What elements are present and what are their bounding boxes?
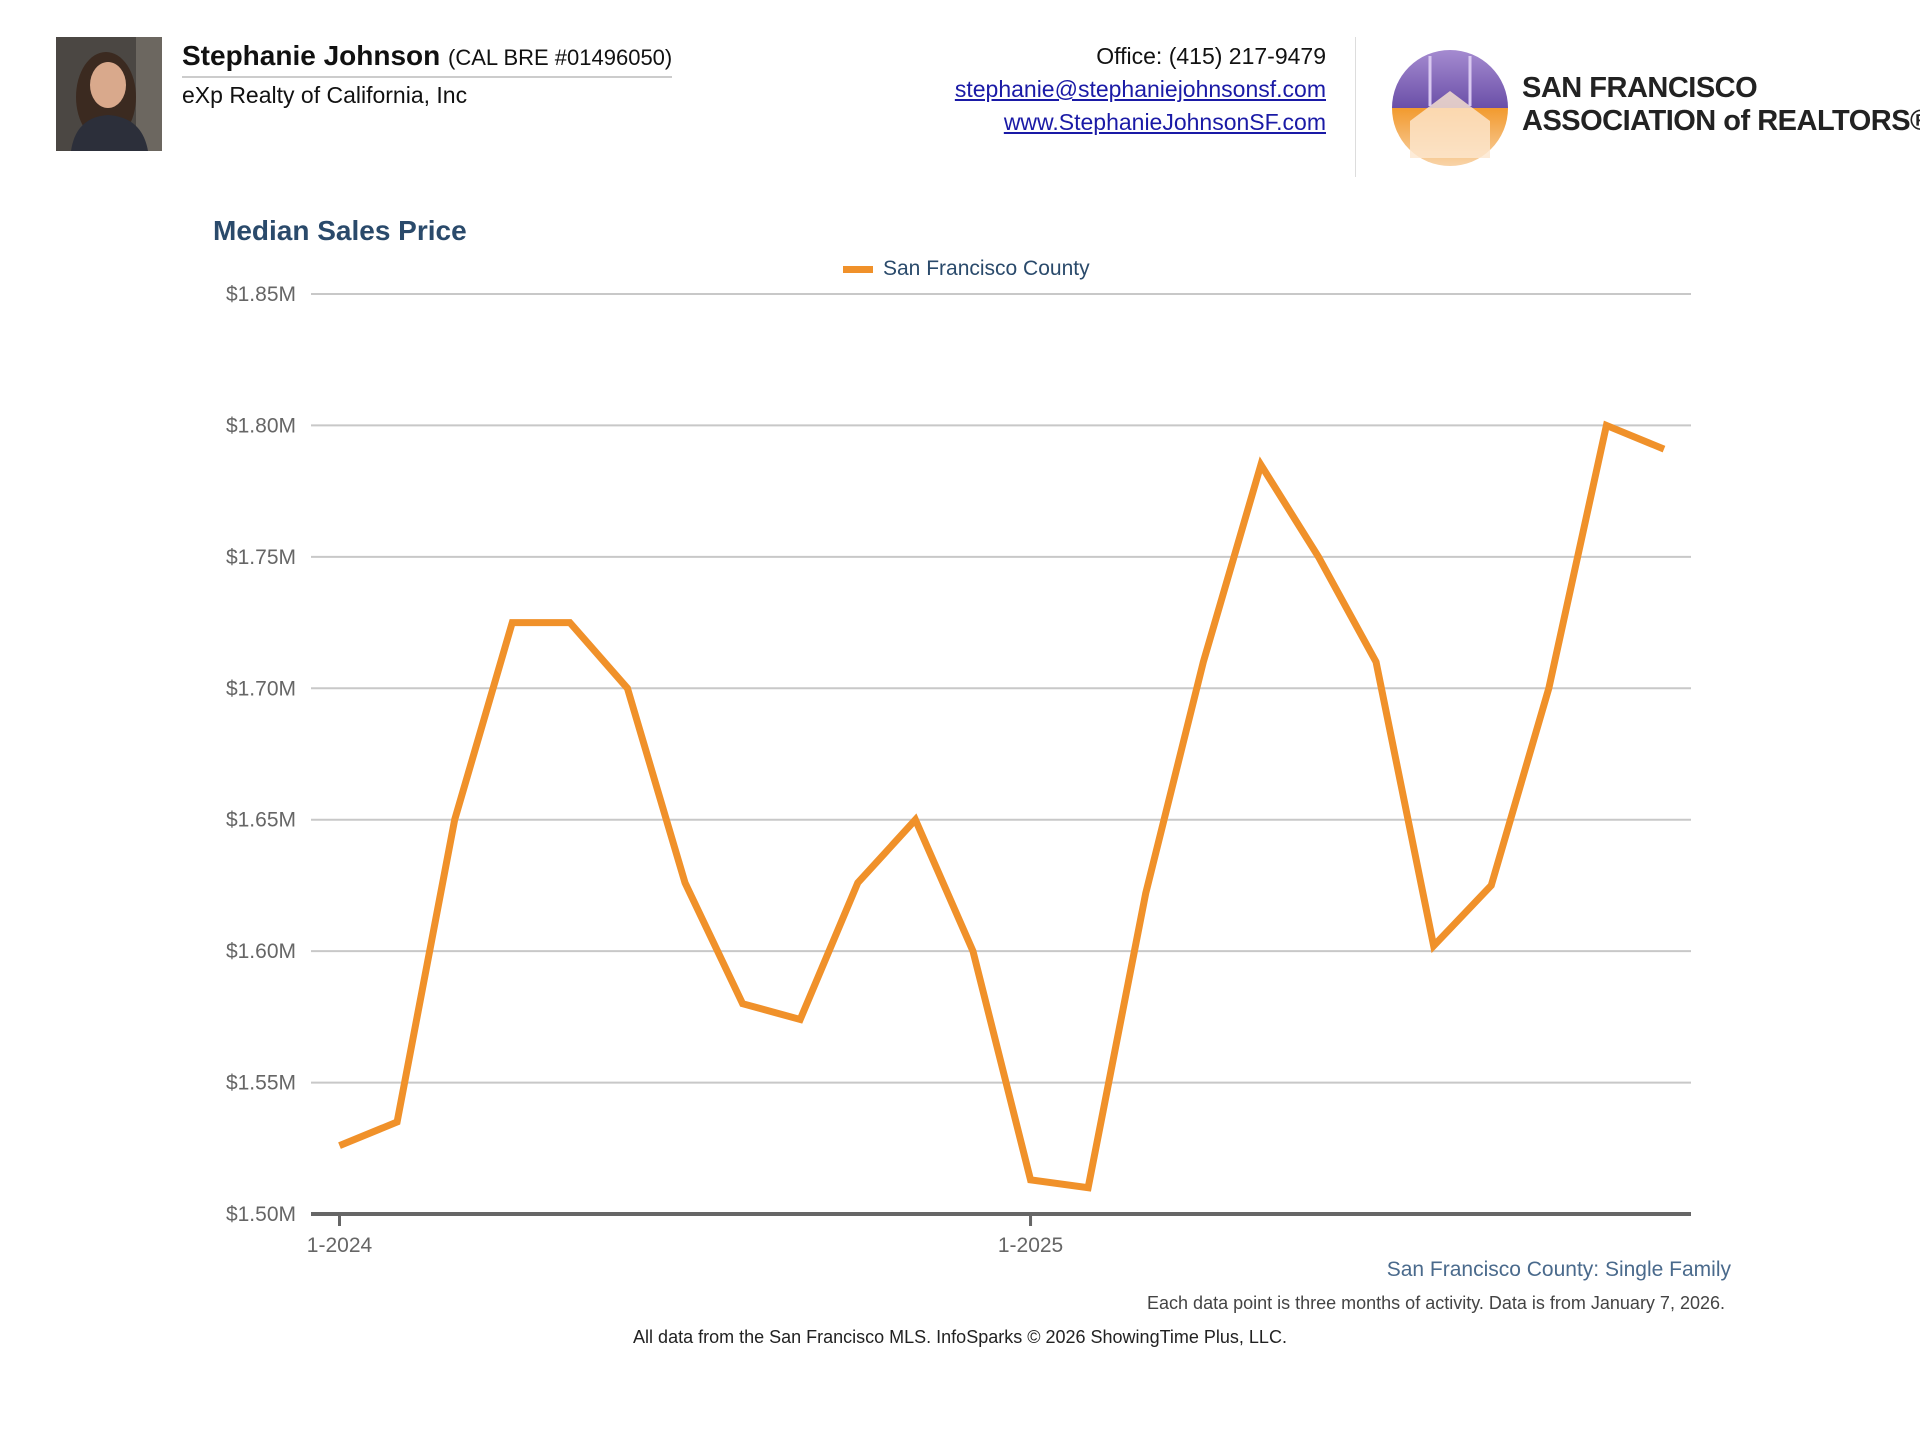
agent-name: Stephanie Johnson	[182, 40, 441, 71]
chart-subtitle: San Francisco County: Single Family	[1386, 1258, 1731, 1281]
line-chart: $1.50M $1.55M $1.60M $1.65M $1.70M $1.75M $1.8…	[226, 283, 1691, 1257]
x-tick-label: 1-2024	[307, 1234, 373, 1257]
legend-label: San Francisco County	[883, 257, 1090, 280]
y-tick-label: $1.80M	[226, 414, 296, 437]
y-tick-label: $1.60M	[226, 940, 296, 963]
sfar-logo-text: SAN FRANCISCO ASSOCIATION of REALTORS®	[1522, 72, 1920, 138]
office-phone: Office: (415) 217-9479	[1096, 43, 1326, 69]
y-tick-label: $1.50M	[226, 1203, 296, 1226]
logo-line-2: ASSOCIATION of REALTORS®	[1522, 105, 1920, 137]
x-tick-label: 1-2025	[998, 1234, 1063, 1257]
series-line	[338, 420, 1666, 1192]
chart-title: Median Sales Price	[213, 215, 467, 246]
sfar-logo-icon	[1392, 50, 1508, 166]
contact-info: Office: (415) 217-9479 stephanie@stephan…	[955, 40, 1326, 139]
email-link[interactable]: stephanie@stephaniejohnsonsf.com	[954, 76, 1326, 102]
company-name: eXp Realty of California, Inc	[182, 82, 468, 108]
y-tick-label: $1.55M	[226, 1072, 296, 1095]
y-tick-label: $1.65M	[226, 809, 296, 832]
data-credit: All data from the San Francisco MLS. Inf…	[633, 1327, 1287, 1347]
header-divider	[1355, 37, 1356, 177]
legend-swatch	[843, 265, 873, 273]
y-tick-label: $1.75M	[226, 546, 296, 569]
agent-photo	[56, 37, 162, 151]
y-tick-label: $1.85M	[226, 283, 296, 306]
agent-name-row: Stephanie Johnson (CAL BRE #01496050)	[182, 40, 673, 78]
data-note: Each data point is three months of activ…	[1147, 1293, 1725, 1313]
y-tick-label: $1.70M	[226, 677, 296, 700]
chart-legend[interactable]: San Francisco County	[843, 257, 1090, 281]
website-link[interactable]: www.StephanieJohnsonSF.com	[1003, 109, 1326, 135]
license-number: (CAL BRE #01496050)	[448, 45, 673, 70]
logo-line-1: SAN FRANCISCO	[1522, 72, 1758, 104]
